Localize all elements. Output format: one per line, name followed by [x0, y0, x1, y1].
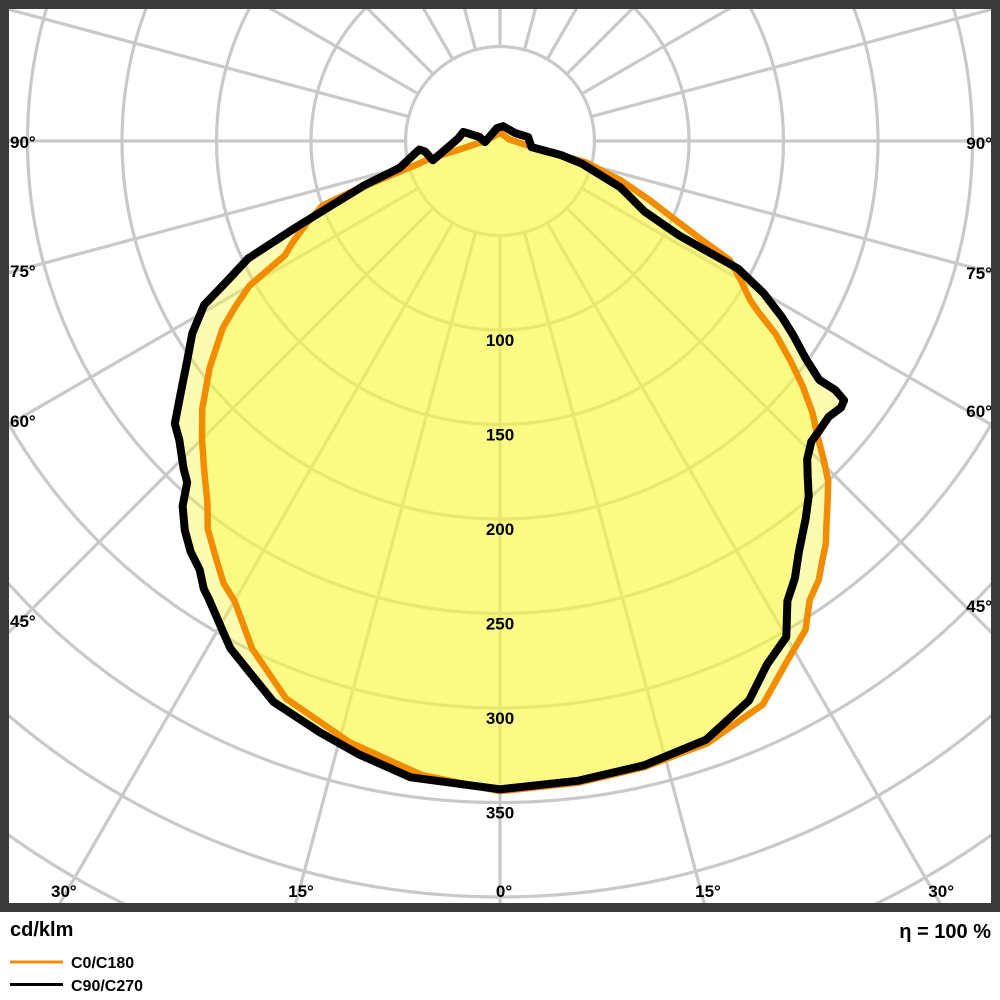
- angle-label-5-15deg: 15°: [288, 882, 314, 901]
- grid-ray-255deg: [9, 9, 410, 119]
- ring-label-200: 200: [486, 520, 514, 539]
- curve-c0-c180: [198, 130, 832, 795]
- plot-frame: [0, 0, 1000, 912]
- angle-label-4-30deg: 30°: [51, 882, 77, 901]
- angle-label-11-75deg: 75°: [966, 264, 992, 283]
- ring-label-150: 150: [486, 426, 514, 445]
- angle-label-12-90deg: 90°: [966, 134, 992, 153]
- grid-ray-105deg: [590, 9, 991, 119]
- legend: C0/C180 C90/C270: [10, 955, 143, 995]
- fill-c0-c180: [202, 133, 829, 792]
- angle-label-8-30deg: 30°: [928, 882, 954, 901]
- angle-label-10-60deg: 60°: [966, 402, 992, 421]
- unit-label: cd/klm: [10, 919, 73, 941]
- ring-label-250: 250: [486, 615, 514, 634]
- grid-ray-45deg: [565, 206, 991, 635]
- legend-label-c0-c180: C0/C180: [71, 955, 134, 972]
- grid-ray-285deg: [9, 163, 410, 275]
- legend-label-c90-c270: C90/C270: [71, 978, 143, 995]
- angle-label-9-45deg: 45°: [966, 597, 992, 616]
- grid-labels: 100 150 200 250 300 350 90° 75° 60° 45° 30° 15° 0° 15…: [10, 133, 992, 901]
- efficiency-label: η = 100 %: [899, 921, 991, 943]
- footer: cd/klm η = 100 % C0/C180 C90/C270: [10, 919, 991, 995]
- grid-ray-75deg: [590, 163, 991, 275]
- angle-label-7-15deg: 15°: [695, 882, 721, 901]
- angle-label-2-60deg: 60°: [10, 412, 36, 431]
- angle-label-6-0deg: 0°: [496, 882, 512, 901]
- intensity-fill-areas: [174, 126, 845, 792]
- grid-ray-15deg: [522, 231, 706, 903]
- grid-ray-330deg: [58, 222, 455, 903]
- intensity-curves: [170, 122, 849, 795]
- ring-label-100: 100: [486, 331, 514, 350]
- angle-label-1-75deg: 75°: [10, 262, 36, 281]
- angle-label-0-90deg: 90°: [10, 133, 36, 152]
- angle-label-3-45deg: 45°: [10, 612, 36, 631]
- grid-ray-345deg: [294, 231, 478, 903]
- ring-label-350: 350: [486, 804, 514, 823]
- grid-ray-315deg: [9, 206, 435, 635]
- curve-c90-c270: [170, 122, 849, 794]
- grid-ray-30deg: [545, 222, 942, 903]
- ring-label-300: 300: [486, 709, 514, 728]
- fill-c90-c270: [174, 126, 845, 790]
